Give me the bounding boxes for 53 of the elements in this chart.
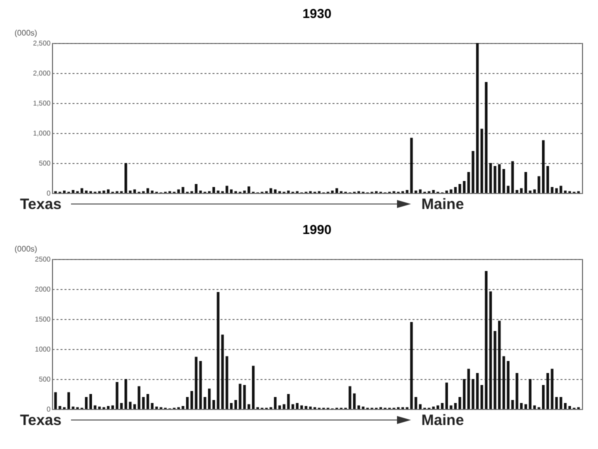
bar — [462, 181, 466, 193]
bar — [243, 385, 246, 409]
text: Maine — [421, 196, 464, 212]
bar — [502, 169, 506, 193]
bar — [462, 379, 466, 409]
bar — [106, 406, 110, 409]
text: Texas — [20, 412, 62, 428]
bar — [418, 404, 422, 409]
bar — [440, 403, 444, 409]
bar — [146, 394, 150, 409]
chart-title: 1930 — [302, 6, 332, 21]
bar — [128, 402, 132, 409]
bar — [190, 391, 194, 409]
bar — [546, 373, 550, 409]
bar — [304, 406, 308, 409]
bar — [212, 400, 216, 409]
bar — [67, 392, 70, 409]
bar — [484, 271, 488, 409]
bar — [54, 392, 57, 409]
bar — [555, 188, 558, 193]
bar — [502, 356, 506, 409]
bar — [138, 386, 140, 409]
bar — [274, 397, 277, 409]
bar — [410, 138, 413, 193]
bar — [84, 397, 88, 409]
bar — [150, 403, 154, 409]
bar — [480, 128, 484, 193]
chart-title: 1990 — [302, 222, 332, 237]
bar — [418, 189, 422, 193]
bar — [410, 322, 413, 409]
text: Maine — [421, 412, 464, 428]
bar — [494, 166, 496, 193]
bar — [564, 403, 567, 409]
bar — [357, 405, 360, 409]
bar — [234, 400, 238, 409]
bar — [568, 406, 572, 409]
bar — [335, 188, 338, 193]
text: Texas — [20, 196, 62, 212]
bar — [274, 189, 277, 193]
bar — [524, 404, 528, 409]
bar — [230, 403, 233, 409]
bar — [480, 385, 484, 409]
bar — [212, 187, 216, 193]
bar — [146, 188, 150, 193]
y-axis-title: (000s) — [14, 244, 38, 254]
bar — [484, 82, 488, 193]
y-axis-title: (000s) — [14, 28, 38, 38]
bar — [546, 166, 550, 193]
bar — [296, 403, 299, 409]
bar — [252, 366, 255, 409]
bar — [524, 172, 528, 193]
bar — [106, 189, 110, 193]
bar — [230, 189, 233, 193]
